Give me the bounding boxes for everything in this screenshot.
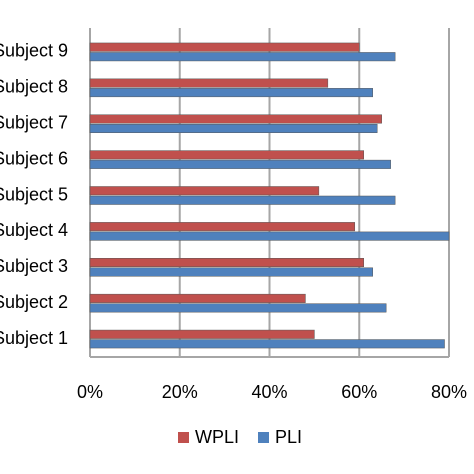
y-tick-label: Subject 3 (0, 256, 68, 276)
bar (89, 88, 373, 98)
x-tick-label: 0% (77, 382, 103, 402)
bar (89, 114, 382, 124)
bar (89, 186, 320, 196)
bar (89, 258, 364, 268)
y-tick-label: Subject 4 (0, 220, 68, 240)
legend-label: PLI (275, 427, 302, 447)
legend-label: WPLI (195, 427, 239, 447)
bar (89, 222, 356, 232)
bar (89, 42, 360, 52)
bar (89, 195, 396, 205)
x-tick-label: 80% (431, 382, 467, 402)
legend-swatch (258, 432, 269, 443)
y-tick-label: Subject 1 (0, 328, 68, 348)
bar (89, 150, 364, 160)
y-tick-label: Subject 9 (0, 41, 68, 61)
y-tick-label: Subject 5 (0, 184, 68, 204)
bar (89, 123, 378, 133)
bar (89, 159, 391, 169)
y-tick-label: Subject 8 (0, 77, 68, 97)
y-tick-label: Subject 2 (0, 292, 68, 312)
bar (89, 231, 450, 241)
bar (89, 267, 373, 277)
bar (89, 329, 315, 339)
bar (89, 293, 306, 303)
y-tick-label: Subject 6 (0, 148, 68, 168)
x-tick-label: 40% (251, 382, 287, 402)
x-tick-label: 60% (341, 382, 377, 402)
legend-swatch (178, 432, 189, 443)
bar (89, 78, 329, 88)
bar (89, 339, 445, 349)
bar (89, 52, 396, 62)
x-tick-label: 20% (162, 382, 198, 402)
y-tick-label: Subject 7 (0, 112, 68, 132)
bar (89, 303, 387, 313)
